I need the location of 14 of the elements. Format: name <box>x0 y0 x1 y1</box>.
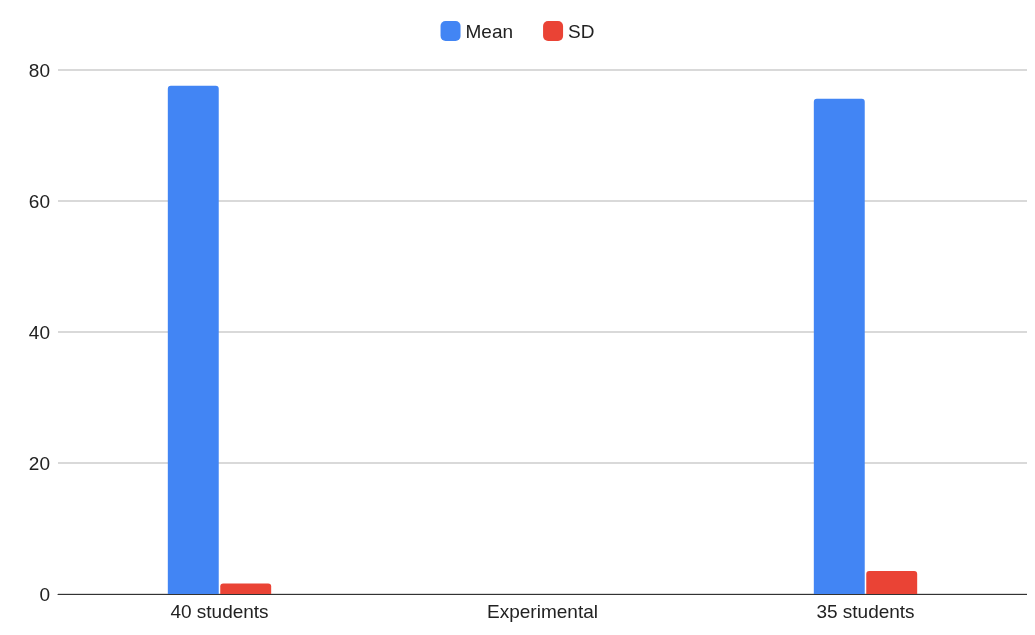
x-tick-label: 35 students <box>816 601 915 622</box>
y-tick-label: 0 <box>39 583 50 605</box>
bar <box>866 571 918 594</box>
y-tick-label: 20 <box>28 452 50 474</box>
y-tick-label: 60 <box>28 190 50 212</box>
bar <box>220 583 272 594</box>
y-tick-label: 80 <box>28 59 50 81</box>
legend-label: Mean <box>465 20 514 42</box>
x-tick-label: 40 students <box>170 601 269 622</box>
bar <box>813 98 865 594</box>
x-tick-label: Experimental <box>487 601 598 622</box>
bar <box>167 85 219 594</box>
y-tick-label: 40 <box>28 321 50 343</box>
legend-label: SD <box>568 20 595 42</box>
